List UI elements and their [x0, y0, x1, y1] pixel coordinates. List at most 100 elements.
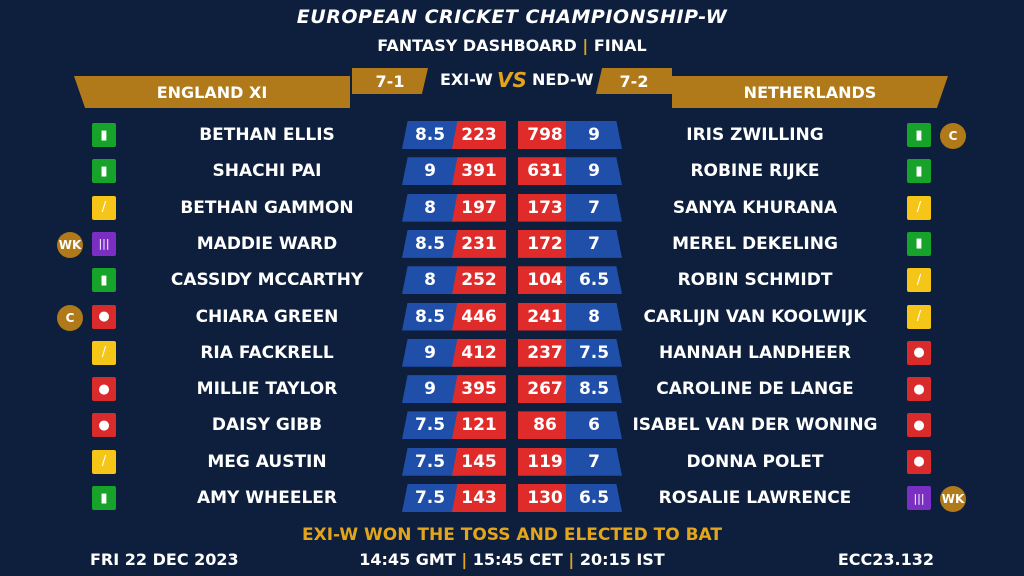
home-player-points: 143 — [452, 484, 506, 512]
subtitle-left: FANTASY DASHBOARD — [377, 36, 577, 55]
away-player-name: IRIS ZWILLING — [686, 125, 824, 145]
away-player-credit: 7.5 — [566, 338, 622, 367]
table-row: ▮ CASSIDY MCCARTHY 8 252 104 6.5 ROBIN SCHMIDT… — [0, 263, 1024, 295]
away-player-credit: 6 — [566, 411, 622, 440]
home-player-points: 197 — [452, 193, 506, 222]
home-player-credit: 8.5 — [402, 302, 458, 331]
home-player-credit: 9 — [402, 375, 458, 404]
ball-icon: ● — [92, 413, 116, 438]
away-player-points: 267 — [518, 375, 572, 404]
away-team-code: NED-W — [532, 70, 594, 89]
home-player-credit: 8 — [402, 193, 458, 222]
table-row: C ● CHIARA GREEN 8.5 446 241 8 CARLIJN VAN KOOL… — [0, 300, 1024, 332]
home-player-points: 223 — [452, 121, 506, 149]
allrounder-icon: ▮ — [92, 123, 116, 147]
time-cet: 15:45 CET — [472, 550, 563, 569]
home-player-credit: 7.5 — [402, 447, 458, 476]
away-player-name: SANYA KHURANA — [672, 197, 838, 218]
allrounder-icon: ▮ — [907, 123, 931, 147]
allrounder-icon: ▮ — [92, 159, 116, 184]
time-ist: 20:15 IST — [579, 550, 665, 569]
home-tag-badge: C — [57, 304, 83, 331]
event-title: EUROPEAN CRICKET CHAMPIONSHIP-W — [296, 6, 728, 28]
away-player-credit: 7 — [566, 193, 622, 222]
away-player-name: HANNAH LANDHEER — [658, 342, 851, 363]
home-team-code: EXI-W — [440, 70, 493, 89]
wicketkeeper-icon: ||| — [92, 231, 116, 256]
home-player-credit: 8.5 — [402, 121, 458, 149]
home-player-credit: 7.5 — [402, 484, 458, 512]
time-separator: | — [461, 550, 468, 569]
away-player-points: 130 — [518, 484, 572, 512]
bat-icon: / — [92, 195, 116, 220]
home-player-name: BETHAN ELLIS — [199, 125, 335, 145]
away-player-name: CAROLINE DE LANGE — [656, 379, 854, 400]
home-player-name: MILLIE TAYLOR — [196, 379, 338, 400]
home-score: 7-1 — [352, 68, 428, 94]
table-row: ● DAISY GIBB 7.5 121 86 6 ISABEL VAN DER WONIN… — [0, 408, 1024, 440]
home-player-points: 395 — [452, 375, 506, 404]
away-score: 7-2 — [596, 68, 672, 94]
home-player-name: MEG AUSTIN — [207, 451, 327, 472]
away-player-points: 104 — [518, 266, 572, 295]
home-player-name: DAISY GIBB — [211, 415, 323, 436]
away-player-credit: 9 — [566, 157, 622, 186]
away-player-credit: 9 — [566, 121, 622, 149]
table-row: / BETHAN GAMMON 8 197 173 7 SANYA KHURANA / — [0, 191, 1024, 223]
home-player-name: SHACHI PAI — [212, 161, 322, 182]
wicketkeeper-icon: ||| — [907, 486, 931, 510]
bat-icon: / — [907, 268, 931, 293]
away-player-points: 173 — [518, 193, 572, 222]
bat-icon: / — [907, 304, 931, 329]
match-code: ECC23.132 — [837, 550, 934, 569]
away-player-credit: 6.5 — [566, 484, 622, 512]
table-row: / RIA FACKRELL 9 412 237 7.5 HANNAH LANDHEER ● — [0, 336, 1024, 368]
away-player-points: 241 — [518, 302, 572, 331]
home-player-points: 145 — [452, 447, 506, 476]
away-player-points: 86 — [518, 411, 572, 440]
home-player-points: 252 — [452, 266, 506, 295]
match-times: 14:45 GMT | 15:45 CET | 20:15 IST — [0, 550, 1024, 569]
table-row: ▮ BETHAN ELLIS 8.5 223 798 9 IRIS ZWILLING ▮ C — [0, 118, 1024, 150]
table-row: ● MILLIE TAYLOR 9 395 267 8.5 CAROLINE DE LANG… — [0, 372, 1024, 404]
home-player-points: 121 — [452, 411, 506, 440]
home-player-credit: 7.5 — [402, 411, 458, 440]
away-player-credit: 8.5 — [566, 375, 622, 404]
away-tag-badge: WK — [940, 486, 966, 512]
away-player-credit: 7 — [566, 447, 622, 476]
home-player-name: MADDIE WARD — [196, 233, 338, 254]
table-row: ▮ AMY WHEELER 7.5 143 130 6.5 ROSALIE LAWRENCE… — [0, 481, 1024, 513]
away-player-points: 798 — [518, 121, 572, 149]
home-player-credit: 9 — [402, 157, 458, 186]
away-player-credit: 7 — [566, 229, 622, 258]
ball-icon: ● — [92, 377, 116, 402]
ball-icon: ● — [907, 449, 931, 474]
home-player-credit: 9 — [402, 338, 458, 367]
away-player-credit: 8 — [566, 302, 622, 331]
time-separator: | — [568, 550, 575, 569]
allrounder-icon: ▮ — [92, 486, 116, 510]
away-player-points: 119 — [518, 447, 572, 476]
subtitle-separator: | — [582, 36, 589, 55]
away-player-points: 237 — [518, 338, 572, 367]
bat-icon: / — [907, 195, 931, 220]
dashboard-subtitle: FANTASY DASHBOARD | FINAL — [0, 36, 1024, 55]
allrounder-icon: ▮ — [92, 268, 116, 293]
subtitle-right: FINAL — [593, 36, 647, 55]
bat-icon: / — [92, 449, 116, 474]
home-player-credit: 8.5 — [402, 229, 458, 258]
away-player-points: 172 — [518, 229, 572, 258]
ball-icon: ● — [907, 413, 931, 438]
home-team-banner: ENGLAND XI — [74, 76, 350, 108]
home-player-name: BETHAN GAMMON — [180, 197, 354, 218]
home-player-name: RIA FACKRELL — [200, 342, 334, 363]
home-player-name: CASSIDY MCCARTHY — [170, 270, 364, 291]
away-player-name: ROSALIE LAWRENCE — [658, 488, 852, 508]
home-player-points: 231 — [452, 229, 506, 258]
away-player-name: MEREL DEKELING — [672, 233, 838, 254]
allrounder-icon: ▮ — [907, 159, 931, 184]
table-row: ▮ SHACHI PAI 9 391 631 9 ROBINE RIJKE ▮ — [0, 154, 1024, 186]
away-team-banner: NETHERLANDS — [672, 76, 948, 108]
away-player-points: 631 — [518, 157, 572, 186]
table-row: / MEG AUSTIN 7.5 145 119 7 DONNA POLET ● — [0, 445, 1024, 477]
